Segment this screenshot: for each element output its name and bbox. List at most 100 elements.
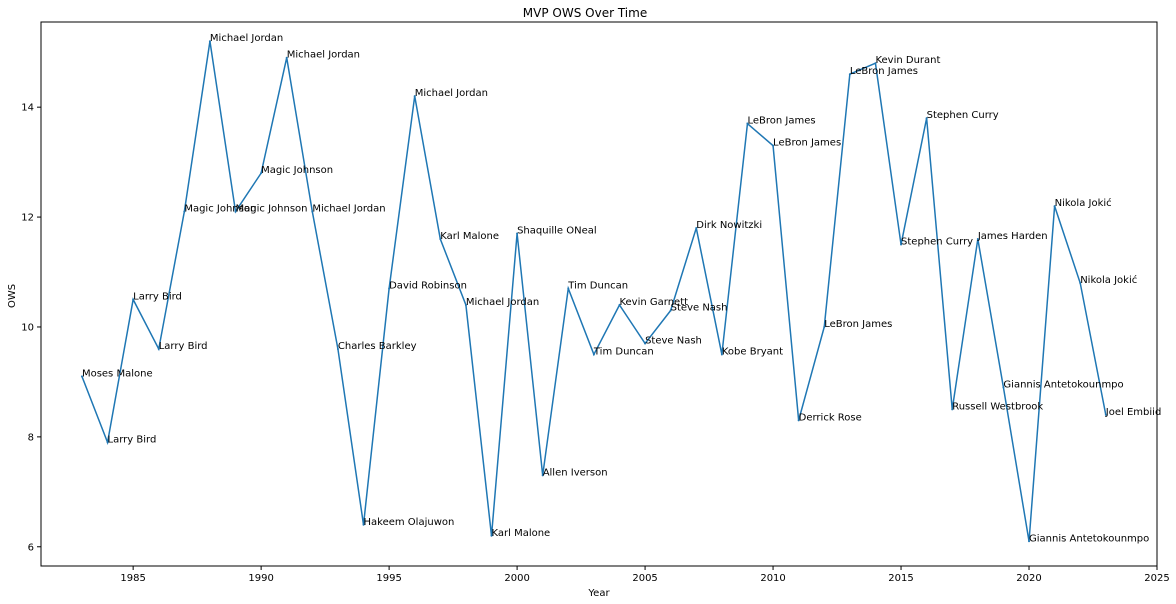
- x-tick-label: 2000: [504, 573, 529, 584]
- data-point: [1079, 282, 1082, 285]
- data-point: [567, 287, 570, 290]
- data-point: [439, 238, 442, 241]
- y-axis-ticks: 6 8 10 12 14: [21, 103, 41, 553]
- data-point: [618, 303, 621, 306]
- data-label: Dirk Nowitzki: [696, 220, 762, 231]
- data-point: [413, 95, 416, 98]
- data-label: Derrick Rose: [799, 412, 862, 423]
- data-label: Hakeem Olajuwon: [364, 517, 455, 528]
- data-label: Shaquille ONeal: [517, 226, 597, 237]
- data-point: [797, 419, 800, 422]
- x-tick-label: 2020: [1016, 573, 1041, 584]
- data-label: Charles Barkley: [338, 341, 417, 352]
- data-label: Michael Jordan: [312, 204, 385, 215]
- data-label: David Robinson: [389, 281, 467, 292]
- data-label: Karl Malone: [440, 231, 499, 242]
- data-label: Larry Bird: [133, 291, 182, 302]
- y-tick-label: 14: [21, 103, 34, 114]
- data-point: [132, 298, 135, 301]
- data-label: Michael Jordan: [466, 297, 539, 308]
- data-point: [1002, 386, 1005, 389]
- data-point: [516, 232, 519, 235]
- data-label: Moses Malone: [82, 368, 153, 379]
- x-tick-label: 2025: [1144, 573, 1169, 584]
- data-point: [644, 342, 647, 345]
- plot-frame: [40, 21, 1158, 567]
- data-point: [388, 287, 391, 290]
- data-point: [669, 309, 672, 312]
- y-tick-label: 10: [21, 322, 34, 333]
- data-point: [80, 375, 83, 378]
- data-point: [848, 73, 851, 76]
- data-label: Nikola Jokić: [1080, 274, 1137, 286]
- data-label: LeBron James: [824, 319, 892, 330]
- data-label: Tim Duncan: [567, 281, 628, 292]
- data-point: [234, 210, 237, 213]
- data-point: [541, 474, 544, 477]
- data-point: [285, 56, 288, 59]
- data-label: LeBron James: [773, 138, 841, 149]
- data-point: [157, 347, 160, 350]
- data-point: [695, 227, 698, 230]
- data-point: [900, 243, 903, 246]
- data-label: Michael Jordan: [287, 50, 360, 61]
- data-point: [720, 353, 723, 356]
- data-point: [925, 117, 928, 120]
- data-point: [311, 210, 314, 213]
- data-point: [823, 325, 826, 328]
- data-point: [362, 523, 365, 526]
- x-tick-label: 2015: [888, 573, 913, 584]
- data-label: Joel Embiid: [1105, 407, 1162, 418]
- y-tick-label: 8: [28, 432, 34, 443]
- data-label: LeBron James: [850, 66, 918, 77]
- data-label: LeBron James: [747, 116, 815, 127]
- data-point: [1028, 540, 1031, 543]
- x-tick-label: 2005: [632, 573, 657, 584]
- x-tick-label: 1985: [120, 573, 145, 584]
- data-label: James Harden: [977, 231, 1048, 242]
- data-label: Kevin Durant: [875, 55, 940, 66]
- x-tick-label: 2010: [760, 573, 785, 584]
- data-point: [464, 303, 467, 306]
- data-label: Magic Johnson: [261, 165, 333, 176]
- x-tick-label: 1990: [248, 573, 273, 584]
- data-label: Stephen Curry: [901, 237, 973, 248]
- data-label: Stephen Curry: [927, 110, 999, 121]
- data-label: Magic Johnson: [236, 204, 308, 215]
- data-label: Larry Bird: [159, 341, 208, 352]
- x-axis-ticks: 1985 1990 1995 2000 2005 2010 2015 2020 2025: [120, 566, 1170, 584]
- data-label: Tim Duncan: [593, 346, 654, 357]
- data-label: Steve Nash: [671, 302, 728, 313]
- data-point: [976, 238, 979, 241]
- y-tick-label: 6: [28, 542, 34, 553]
- y-tick-label: 12: [21, 213, 34, 224]
- data-label: Kobe Bryant: [722, 346, 783, 357]
- data-point: [208, 40, 211, 43]
- x-axis-label: Year: [587, 588, 610, 599]
- data-label: Karl Malone: [491, 528, 550, 539]
- data-label: Russell Westbrook: [952, 401, 1043, 412]
- data-label: Nikola Jokić: [1055, 197, 1112, 209]
- chart-title: MVP OWS Over Time: [523, 6, 647, 20]
- data-point: [746, 122, 749, 125]
- y-axis-label: OWS: [7, 284, 18, 308]
- data-label: Kevin Garnett: [619, 297, 688, 308]
- data-point: [336, 347, 339, 350]
- data-point: [592, 353, 595, 356]
- data-label: Allen Iverson: [543, 467, 608, 478]
- data-point: [490, 534, 493, 537]
- data-point: [106, 441, 109, 444]
- data-point: [874, 62, 877, 65]
- data-label: Larry Bird: [108, 434, 157, 445]
- data-label: Michael Jordan: [210, 33, 283, 44]
- data-point: [772, 144, 775, 147]
- data-label: Michael Jordan: [415, 88, 488, 99]
- data-point: [183, 210, 186, 213]
- x-tick-label: 1995: [376, 573, 401, 584]
- data-point: [1053, 205, 1056, 208]
- data-label: Steve Nash: [645, 335, 702, 346]
- plot-area: Moses Malone Larry Bird Larry Bird Larry Bi…: [80, 33, 1162, 544]
- data-label: Magic Johnson: [184, 204, 256, 215]
- data-label: Giannis Antetokounmpo: [1003, 379, 1123, 390]
